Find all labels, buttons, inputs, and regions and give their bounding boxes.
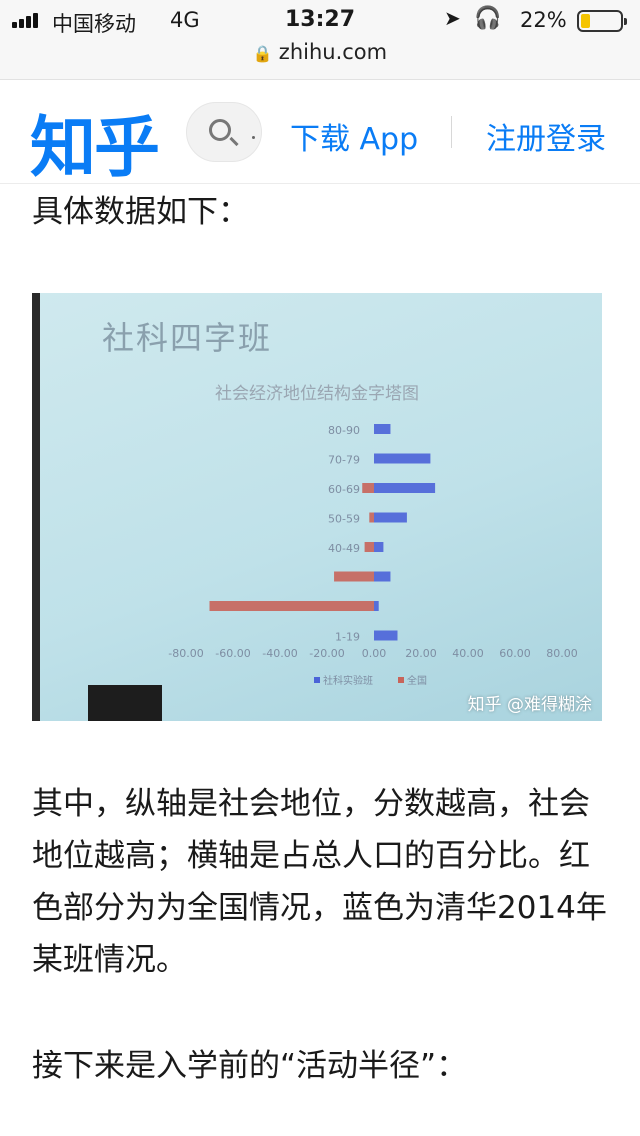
- x-tick-label: 80.00: [546, 647, 578, 660]
- pyramid-chart: 80-90 70-79 60-69 50-59 40-49 1-19 -80.00 -60.0…: [168, 424, 578, 687]
- status-time: 13:27: [284, 7, 356, 32]
- bar-class: [374, 571, 391, 582]
- photo-edge: [32, 293, 40, 721]
- bar-class: [374, 453, 431, 464]
- bar-class: [374, 483, 436, 493]
- battery-icon: [577, 10, 627, 32]
- chart-photo[interactable]: 社科四字班 社会经济地位结构金字塔图 80-90 70-79 60-69 50-59 4…: [32, 293, 602, 721]
- legend-label: 社科实验班: [323, 674, 373, 687]
- carrier-name: 中国移动: [52, 12, 136, 36]
- battery-fill: [581, 14, 590, 28]
- download-app-link[interactable]: 下载 App: [290, 122, 419, 157]
- header-divider: [451, 116, 452, 148]
- url-text: zhihu.com: [278, 40, 388, 64]
- bar-class: [374, 542, 384, 552]
- bar-class: [374, 424, 391, 434]
- slide-title: 社科四字班: [102, 319, 273, 357]
- x-tick-label: -60.00: [215, 647, 250, 660]
- search-icon: [209, 119, 231, 141]
- search-dot: [252, 136, 255, 139]
- network-type: 4G: [170, 8, 200, 32]
- status-bar: 中国移动 4G 13:27 ➤ 🎧 22%: [0, 0, 640, 40]
- register-login-link[interactable]: 注册登录: [486, 122, 606, 157]
- legend-swatch: [314, 677, 320, 683]
- headphones-icon: 🎧: [474, 6, 502, 31]
- battery-percent: 22%: [520, 8, 567, 32]
- lock-icon: 🔒: [252, 44, 273, 63]
- location-arrow-icon: ➤: [444, 6, 461, 30]
- bar-national: [334, 571, 374, 582]
- bar-national: [362, 483, 374, 493]
- article-paragraph-2: 其中，纵轴是社会地位，分数越高，社会地位越高；横轴是占总人口的百分比。红色部分为…: [32, 786, 607, 978]
- address-bar[interactable]: 🔒 zhihu.com: [0, 40, 640, 64]
- legend-swatch: [398, 677, 404, 683]
- photo-dark-object: [88, 685, 162, 721]
- y-tick-label: 50-59: [328, 513, 360, 526]
- bar-class: [374, 512, 407, 523]
- x-tick-label: 20.00: [405, 647, 437, 660]
- bar-class: [374, 630, 398, 641]
- zhihu-logo[interactable]: 知乎: [30, 109, 160, 186]
- y-tick-label: 40-49: [328, 542, 360, 555]
- search-button[interactable]: [186, 102, 262, 162]
- y-tick-label: 70-79: [328, 454, 360, 467]
- bar-class: [374, 601, 379, 611]
- x-tick-label: -80.00: [168, 647, 203, 660]
- bar-national: [369, 512, 374, 523]
- legend-label: 全国: [407, 674, 427, 687]
- bar-national: [364, 542, 374, 552]
- zhihu-header: 知乎 下载 App 注册登录: [0, 80, 640, 186]
- watermark: 知乎 @难得糊涂: [467, 695, 592, 715]
- y-tick-label: 1-19: [335, 631, 360, 644]
- x-tick-label: -40.00: [262, 647, 297, 660]
- bar-national: [209, 601, 374, 611]
- article-paragraph-1: 具体数据如下：: [32, 194, 249, 230]
- chart-title: 社会经济地位结构金字塔图: [215, 384, 419, 404]
- article-paragraph-3: 接下来是入学前的“活动半径”：: [32, 1048, 468, 1084]
- y-tick-label: 80-90: [328, 424, 360, 437]
- x-tick-label: 0.00: [362, 647, 387, 660]
- x-tick-label: -20.00: [309, 647, 344, 660]
- x-tick-label: 40.00: [452, 647, 484, 660]
- browser-top-bar: 中国移动 4G 13:27 ➤ 🎧 22% 🔒 zhihu.com: [0, 0, 640, 80]
- y-tick-label: 60-69: [328, 483, 360, 496]
- x-tick-label: 60.00: [499, 647, 531, 660]
